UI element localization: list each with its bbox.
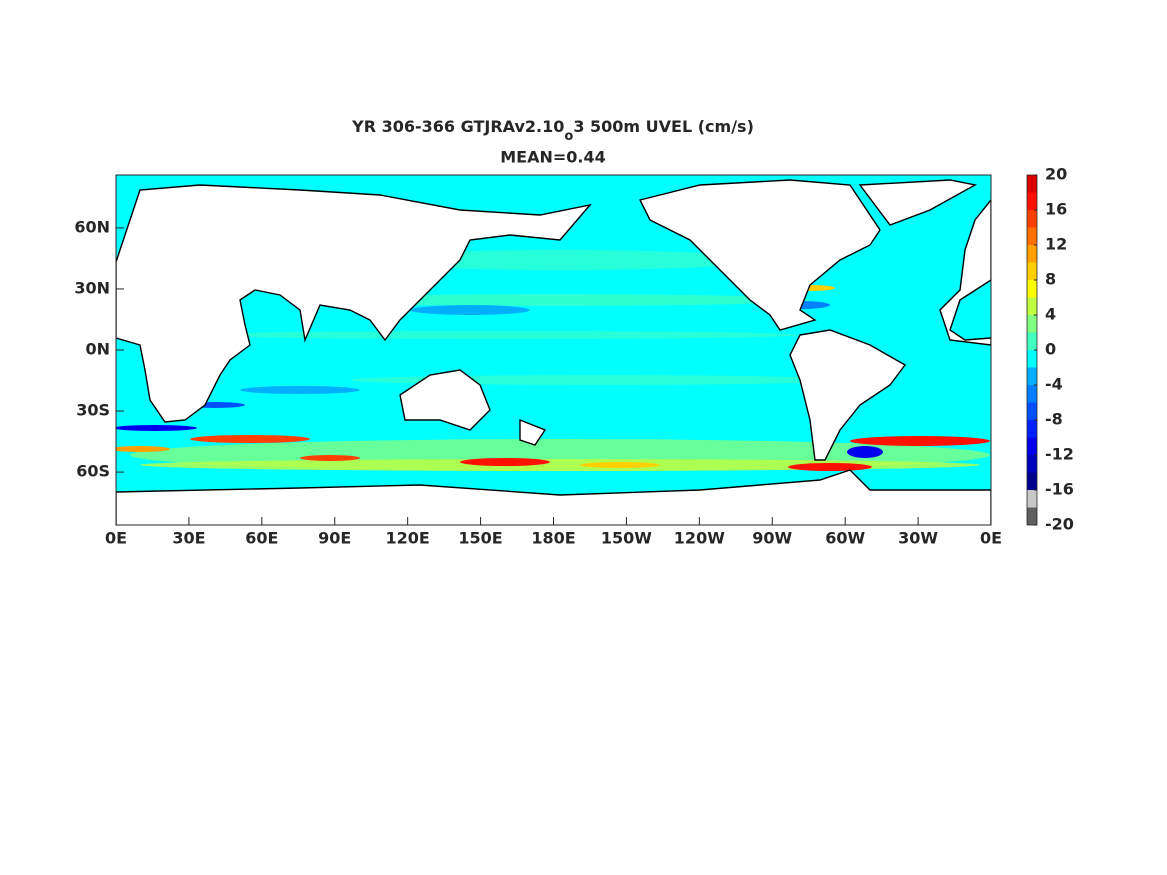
colorbar-segment xyxy=(1027,175,1037,193)
colorbar-segment xyxy=(1027,262,1037,280)
colorbar-segment xyxy=(1027,437,1037,455)
x-tick-label: 30E xyxy=(172,529,205,548)
y-tick-label: 30S xyxy=(76,401,110,420)
colorbar-segment xyxy=(1027,455,1037,473)
colorbar-segment xyxy=(1027,297,1037,315)
x-tick-label: 180E xyxy=(531,529,575,548)
title-subscript: o xyxy=(564,129,573,144)
title-part: YR 306-366 GTJRAv2.10 xyxy=(351,117,564,136)
colorbar-segment xyxy=(1027,210,1037,228)
colorbar-segment xyxy=(1027,192,1037,210)
colorbar-segment xyxy=(1027,367,1037,385)
colorbar-tick-label: -20 xyxy=(1045,515,1074,534)
colorbar-tick-label: 8 xyxy=(1045,270,1056,289)
y-tick-label: 30N xyxy=(74,278,110,297)
colorbar-tick-label: 0 xyxy=(1045,340,1056,359)
x-tick-label: 120E xyxy=(386,529,430,548)
colorbar-segment xyxy=(1027,507,1037,525)
x-tick-label: 0E xyxy=(105,529,127,548)
x-tick-label: 120W xyxy=(674,529,725,548)
colorbar-tick-label: -8 xyxy=(1045,410,1063,429)
x-tick-label: 60W xyxy=(825,529,865,548)
map-field xyxy=(115,174,992,526)
colorbar-segment xyxy=(1027,385,1037,403)
colorbar-tick-label: 16 xyxy=(1045,200,1067,219)
colorbar-segment xyxy=(1027,245,1037,263)
colorbar-tick-label: 4 xyxy=(1045,305,1056,324)
colorbar-tick-label: -4 xyxy=(1045,375,1063,394)
colorbar-segment xyxy=(1027,490,1037,508)
colorbar-segment xyxy=(1027,315,1037,333)
colorbar-segment xyxy=(1027,332,1037,350)
x-tick-label: 0E xyxy=(980,529,1002,548)
land xyxy=(116,179,991,525)
y-tick-label: 60S xyxy=(76,462,110,481)
x-tick-label: 90W xyxy=(752,529,792,548)
colorbar-segment xyxy=(1027,350,1037,368)
x-tick-label: 90E xyxy=(318,529,351,548)
colorbar-segment xyxy=(1027,420,1037,438)
x-tick-label: 150W xyxy=(601,529,652,548)
colorbar-segment xyxy=(1027,472,1037,490)
y-tick-label: 0N xyxy=(85,340,110,359)
colorbar-segment xyxy=(1027,280,1037,298)
colorbar-segment xyxy=(1027,402,1037,420)
colorbar-tick-label: -12 xyxy=(1045,445,1074,464)
colorbar-tick-label: -16 xyxy=(1045,480,1074,499)
colorbar-segment xyxy=(1027,227,1037,245)
map-subtitle: MEAN=0.44 xyxy=(500,148,606,167)
y-tick-label: 60N xyxy=(74,217,110,236)
colorbar-tick-label: 20 xyxy=(1045,165,1067,184)
x-tick-label: 30W xyxy=(898,529,938,548)
title-part: 3 500m UVEL (cm/s) xyxy=(573,117,754,136)
map-title: YR 306-366 GTJRAv2.10o3 500m UVEL (cm/s) xyxy=(351,117,754,144)
colorbar-tick-label: 12 xyxy=(1045,235,1067,254)
x-tick-label: 150E xyxy=(458,529,502,548)
x-tick-label: 60E xyxy=(245,529,278,548)
